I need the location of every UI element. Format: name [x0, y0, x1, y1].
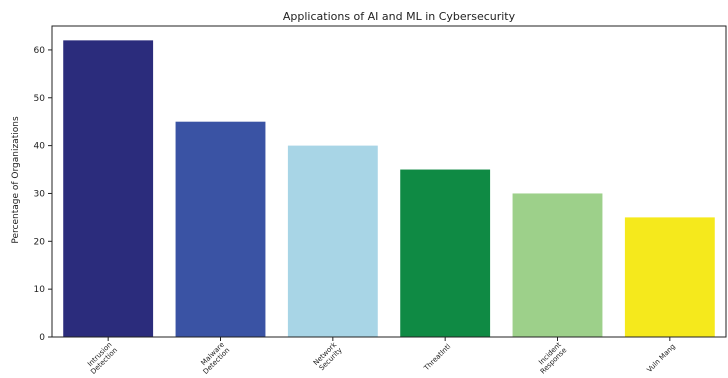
x-tick-label-0: IntrusionDetection [84, 341, 119, 376]
chart-title: Applications of AI and ML in Cybersecuri… [283, 10, 516, 23]
x-tick-label-2: NetworkSecurity [312, 340, 344, 372]
y-axis-label: Percentage of Organizations [11, 116, 21, 244]
bar-4 [512, 193, 603, 337]
bar-3 [400, 169, 491, 337]
bar-1 [175, 121, 266, 337]
x-tick-label-1: MalwareDetection [196, 341, 231, 376]
x-tick-label-3: ThreatIntl [422, 342, 452, 372]
bar-5 [624, 217, 715, 337]
x-tick-label-5: Vuln Mang [645, 342, 677, 374]
y-tick-label-0: 0 [39, 333, 45, 343]
y-tick-label-5: 50 [34, 94, 46, 104]
plot-frame [51, 25, 727, 338]
y-tick-label-3: 30 [34, 189, 46, 199]
bar-2 [287, 145, 378, 337]
y-tick-label-4: 40 [34, 142, 46, 152]
y-tick-label-1: 10 [34, 285, 46, 295]
x-tick-label-4: IncidentResponse [533, 341, 568, 376]
y-ticks-group: 0 10 20 30 40 50 60 [34, 46, 52, 343]
y-tick-label-2: 20 [34, 237, 46, 247]
y-tick-label-6: 60 [34, 46, 46, 56]
bars-group [63, 40, 715, 337]
x-ticks-group: IntrusionDetection MalwareDetection Networ… [84, 337, 677, 376]
bar-0 [63, 40, 154, 337]
